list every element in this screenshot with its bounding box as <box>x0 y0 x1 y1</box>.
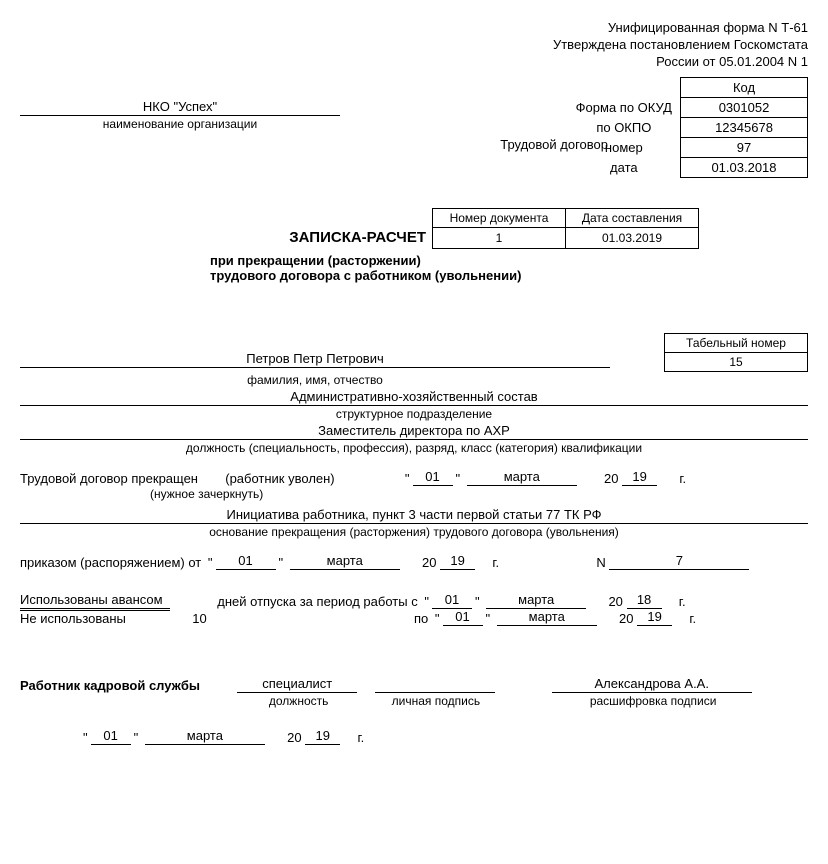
vac-from-month: марта <box>486 592 586 609</box>
order-label: приказом (распоряжением) от <box>20 555 201 570</box>
sign-yy: 19 <box>305 728 340 745</box>
vac-row1: Использованы авансом дней отпуска за пер… <box>20 592 808 609</box>
tabnum-table: Табельный номер 15 <box>664 333 808 372</box>
docdate-value: 01.03.2019 <box>566 227 699 248</box>
vac-to-month: марта <box>497 609 597 626</box>
strike-note: (нужное зачеркнуть) <box>150 487 310 501</box>
data-label: дата <box>568 157 681 177</box>
codes-table: Код Форма по ОКУД 0301052 по ОКПО 123456… <box>568 77 808 178</box>
to-label: по <box>414 611 428 626</box>
order-day: 01 <box>216 553 276 570</box>
dept-sub: структурное подразделение <box>20 407 808 421</box>
not-used-label: Не использованы <box>20 610 170 626</box>
docnum-value: 1 <box>433 227 566 248</box>
tabnum-value: 15 <box>665 352 808 371</box>
order-month: марта <box>290 553 400 570</box>
sign-subs: должность личная подпись расшифровка под… <box>20 693 808 708</box>
okpo-label: по ОКПО <box>568 117 681 137</box>
vac-from-day: 01 <box>432 592 472 609</box>
okud-value: 0301052 <box>681 97 808 117</box>
dept: Административно-хозяйственный состав <box>20 389 808 406</box>
header-line-2: Утверждена постановлением Госкомстата <box>20 37 808 54</box>
used-label: Использованы авансом <box>20 592 170 609</box>
vac-to-day: 01 <box>443 609 483 626</box>
order-yy: 19 <box>440 553 475 570</box>
docdate-header: Дата составления <box>566 208 699 227</box>
okud-label: Форма по ОКУД <box>568 97 681 117</box>
docnum-table: Номер документа Дата составления ЗАПИСКА… <box>210 208 699 249</box>
vac-mid: дней отпуска за период работы с <box>217 594 417 609</box>
sign-pos-sub: должность <box>239 694 359 708</box>
term-yy: 19 <box>622 469 657 486</box>
term-20: 20 <box>604 471 618 486</box>
vac-from-yy: 18 <box>627 592 662 609</box>
title-main: ЗАПИСКА-РАСЧЕТ <box>210 227 433 248</box>
form-header: Унифицированная форма N Т-61 Утверждена … <box>20 20 808 71</box>
sign-month: марта <box>145 728 265 745</box>
order-row: приказом (распоряжением) от "01" марта 2… <box>20 553 808 570</box>
term-month: марта <box>467 469 577 486</box>
term-paren: (работник уволен) <box>225 471 334 486</box>
org-name: НКО "Успех" <box>20 99 340 116</box>
title-sub1: при прекращении (расторжении) <box>210 253 808 268</box>
order-n-label: N <box>596 555 605 570</box>
order-n: 7 <box>609 553 749 570</box>
sign-sig-sub: личная подпись <box>376 694 496 708</box>
okpo-value: 12345678 <box>681 117 808 137</box>
org-sub: наименование организации <box>20 117 340 131</box>
docnum-header: Номер документа <box>433 208 566 227</box>
sign-name: Александрова А.А. <box>552 676 752 693</box>
position-sub: должность (специальность, профессия), ра… <box>20 441 808 455</box>
org-block: НКО "Успех" наименование организации <box>20 99 340 131</box>
term-row: Трудовой договор прекращен (работник уво… <box>20 469 808 486</box>
term-label: Трудовой договор прекращен <box>20 471 198 486</box>
reason-text: Инициатива работника, пункт 3 части перв… <box>20 507 808 524</box>
nomer-value: 97 <box>681 137 808 157</box>
position: Заместитель директора по АХР <box>20 423 808 440</box>
contract-label: Трудовой договор <box>500 137 608 152</box>
fio: Петров Петр Петрович <box>20 351 610 368</box>
sign-sig <box>375 676 495 693</box>
title-sub2: трудового договора с работником (увольне… <box>210 268 808 283</box>
not-used-days: 10 <box>192 611 206 626</box>
vac-to-yy: 19 <box>637 609 672 626</box>
header-line-1: Унифицированная форма N Т-61 <box>20 20 808 37</box>
header-line-3: России от 05.01.2004 N 1 <box>20 54 808 71</box>
data-value: 01.03.2018 <box>681 157 808 177</box>
kod-header: Код <box>681 77 808 97</box>
fio-sub: фамилия, имя, отчество <box>20 373 610 387</box>
sign-name-sub: расшифровка подписи <box>553 694 753 708</box>
sign-day: 01 <box>91 728 131 745</box>
sign-pos: специалист <box>237 676 357 693</box>
tabnum-label: Табельный номер <box>665 333 808 352</box>
sign-date-row: "01" марта 20 19 г. <box>80 728 808 745</box>
term-day: 01 <box>413 469 453 486</box>
sign-role: Работник кадровой службы <box>20 678 200 693</box>
reason-sub: основание прекращения (расторжения) труд… <box>20 525 808 539</box>
vac-row2: Не использованы 10 по "01" марта 20 19 г… <box>20 609 808 626</box>
sign-row: Работник кадровой службы специалист Алек… <box>20 676 808 693</box>
term-g: г. <box>679 471 686 486</box>
